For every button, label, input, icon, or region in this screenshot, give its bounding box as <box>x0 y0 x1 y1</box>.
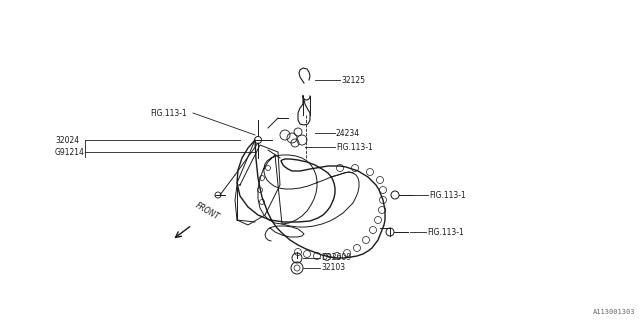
Text: FIG.113-1: FIG.113-1 <box>150 108 187 117</box>
Text: FRONT: FRONT <box>194 201 221 222</box>
Text: 32103: 32103 <box>321 263 345 273</box>
Text: FIG.113-1: FIG.113-1 <box>336 142 372 151</box>
Text: FIG.113-1: FIG.113-1 <box>427 228 464 236</box>
Text: A113001303: A113001303 <box>593 309 635 315</box>
Text: 32125: 32125 <box>341 76 365 84</box>
Text: 32024: 32024 <box>55 135 79 145</box>
Text: FIG.113-1: FIG.113-1 <box>429 190 466 199</box>
Text: G91214: G91214 <box>55 148 85 156</box>
Text: D92609: D92609 <box>321 253 351 262</box>
Text: 24234: 24234 <box>336 129 360 138</box>
